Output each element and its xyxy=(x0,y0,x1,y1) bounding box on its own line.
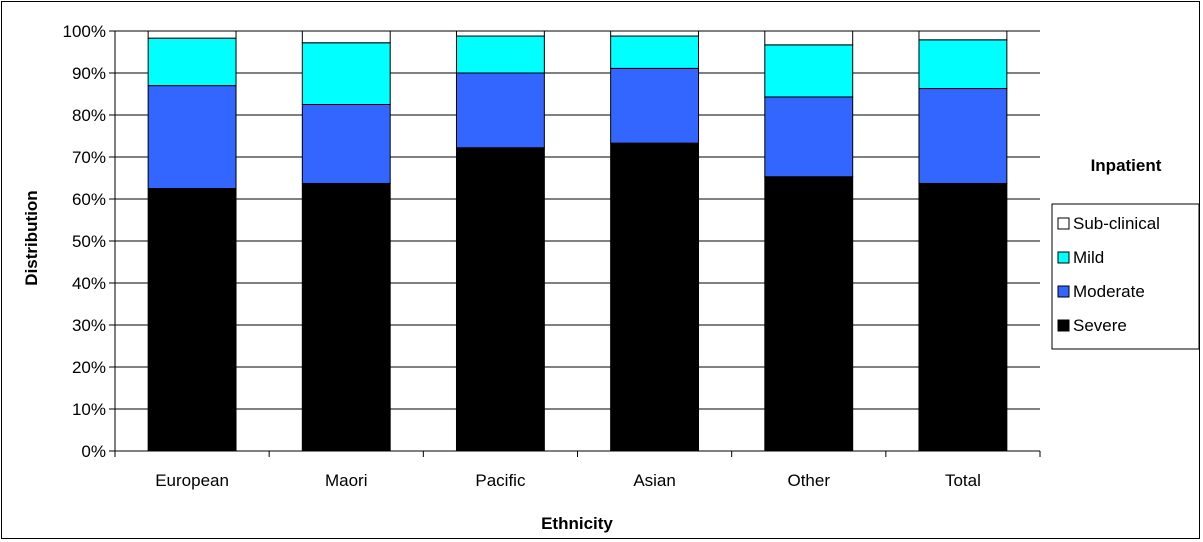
y-tick-label: 80% xyxy=(72,106,106,125)
bar-segment-mild xyxy=(764,44,854,98)
y-tick-label: 30% xyxy=(72,316,106,335)
bar-segment-moderate xyxy=(301,104,391,184)
legend-box xyxy=(1051,203,1200,350)
bar-segment-sub-clinical xyxy=(918,30,1008,41)
bar-segment-moderate xyxy=(147,85,237,189)
bar-segment-sub-clinical xyxy=(764,30,854,46)
bar-segment-moderate xyxy=(455,72,545,149)
bar-segment-mild xyxy=(147,37,237,87)
bar-segment-severe xyxy=(918,182,1008,452)
bar-segment-sub-clinical xyxy=(147,30,237,39)
gridlines xyxy=(115,30,1040,410)
bar-segment-moderate xyxy=(918,88,1008,184)
bar-segment-sub-clinical xyxy=(301,30,391,44)
y-tick-label: 70% xyxy=(72,148,106,167)
bar-segment-moderate xyxy=(610,67,700,144)
y-tick-label: 60% xyxy=(72,190,106,209)
y-axis-title: Distribution xyxy=(22,190,41,285)
y-tick-label: 0% xyxy=(81,442,106,461)
bar-segment-sub-clinical xyxy=(610,30,700,37)
x-tick-label: Maori xyxy=(325,471,368,490)
bars xyxy=(147,30,1008,452)
legend-label: Mild xyxy=(1073,248,1104,267)
legend-label: Moderate xyxy=(1073,282,1145,301)
bar-segment-severe xyxy=(301,182,391,452)
bar-segment-mild xyxy=(301,42,391,105)
bar-segment-moderate xyxy=(764,96,854,178)
legend-swatch xyxy=(1057,217,1070,230)
legend-items: Sub-clinical Mild Moderate Severe xyxy=(1057,214,1160,335)
y-tick-label: 20% xyxy=(72,358,106,377)
x-tick-labels: European Maori Pacific Asian Other Total xyxy=(114,451,1041,490)
bar-segment-severe xyxy=(455,147,545,452)
bar-segment-mild xyxy=(918,39,1008,90)
y-tick-labels: 0% 10% 20% 30% 40% 50% 60% 70% 80% 90% 100% xyxy=(63,22,115,461)
y-tick-label: 50% xyxy=(72,232,106,251)
x-tick-label: Other xyxy=(787,471,830,490)
x-tick-label: Asian xyxy=(633,471,676,490)
x-tick-label: Total xyxy=(945,471,981,490)
bar-segment-severe xyxy=(147,188,237,452)
x-tick-label: Pacific xyxy=(475,471,526,490)
x-axis-title: Ethnicity xyxy=(541,514,613,533)
legend-swatch xyxy=(1057,285,1070,298)
legend: Inpatient Sub-clinical Mild Moderate Severe xyxy=(1051,156,1200,350)
y-tick-label: 40% xyxy=(72,274,106,293)
bar-segment-severe xyxy=(610,142,700,452)
legend-label: Severe xyxy=(1073,316,1127,335)
bar-segment-sub-clinical xyxy=(455,30,545,37)
bar-segment-mild xyxy=(455,35,545,74)
legend-swatch xyxy=(1057,251,1070,264)
legend-swatch xyxy=(1057,319,1070,332)
y-tick-label: 10% xyxy=(72,400,106,419)
bar-segment-severe xyxy=(764,176,854,452)
bar-segment-mild xyxy=(610,35,700,69)
y-tick-label: 90% xyxy=(72,64,106,83)
y-tick-label: 100% xyxy=(63,22,106,41)
legend-label: Sub-clinical xyxy=(1073,214,1160,233)
x-tick-label: European xyxy=(155,471,229,490)
legend-title: Inpatient xyxy=(1091,156,1162,175)
